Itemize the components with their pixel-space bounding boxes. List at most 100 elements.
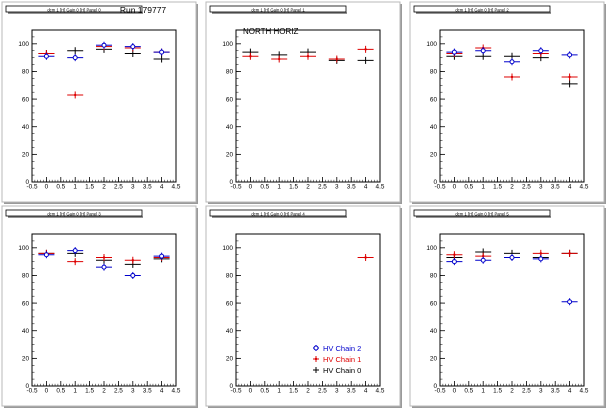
y-tick-label: 60: [430, 96, 438, 103]
x-tick-label: 1: [277, 388, 281, 395]
x-tick-label: 1: [277, 184, 281, 191]
chain2-point-marker: [159, 253, 165, 259]
y-tick-label: 80: [22, 273, 30, 280]
y-tick-label: 80: [22, 69, 30, 76]
pad-title-box: [5, 209, 143, 217]
x-tick-label: 0: [45, 184, 49, 191]
y-tick-label: 40: [22, 328, 30, 335]
chain1-point-marker: [278, 57, 281, 61]
pad-title-box: [209, 209, 347, 217]
pad-background: [205, 205, 401, 407]
chain2-point-marker: [538, 256, 544, 262]
x-tick-label: 1: [481, 388, 485, 395]
x-tick-label: -0.5: [434, 184, 445, 191]
chain1-point-marker: [568, 75, 571, 79]
x-tick-label: 4.5: [376, 184, 385, 191]
pad-3: dcm 1 [H] Gain 0 [H] Panel 3-0.5 0 0.5 1 1.5…: [1, 205, 198, 408]
pad-background: [1, 205, 197, 407]
x-tick-label: 4: [364, 184, 368, 191]
chain2-point-marker: [101, 42, 107, 48]
x-tick-label: 1.5: [289, 184, 298, 191]
x-tick-label: 3: [335, 184, 339, 191]
x-tick-label: 2: [306, 388, 310, 395]
chain1-point-marker: [510, 75, 514, 79]
chain1-point-marker: [335, 57, 338, 61]
y-tick-label: 100: [222, 245, 233, 252]
x-tick-label: 0: [453, 388, 457, 395]
pad-title-box: [209, 5, 347, 13]
y-tick-label: 60: [430, 300, 438, 307]
x-tick-label: 0: [453, 184, 457, 191]
pad-5: dcm 1 [H] Gain 0 [H] Panel 5-0.5 0 0.5 1 1.5…: [409, 205, 606, 408]
x-tick-label: 1.5: [493, 388, 502, 395]
chain1-point-marker: [102, 256, 106, 259]
pad-4: dcm 1 [H] Gain 0 [H] Panel 4-0.5 0 0.5 1 1.5…: [205, 205, 402, 408]
y-tick-label: 80: [226, 69, 234, 76]
y-tick-label: 60: [22, 300, 30, 307]
chain1-point-marker: [249, 55, 252, 58]
x-tick-label: 0.5: [464, 184, 473, 191]
pad-2: dcm 1 [H] Gain 0 [H] Panel 2-0.5 0 0.5 1 1.5…: [409, 1, 606, 204]
x-tick-label: 2.5: [318, 184, 327, 191]
pad-background: [409, 205, 605, 407]
x-tick-label: 4: [568, 184, 572, 191]
y-tick-label: 80: [226, 273, 234, 280]
x-tick-label: 1.5: [289, 388, 298, 395]
pad-title: dcm 1 [H] Gain 0 [H] Panel 1: [251, 7, 305, 12]
chain1-point-marker: [306, 55, 310, 58]
pad-title: dcm 1 [H] Gain 0 [H] Panel 2: [455, 7, 509, 12]
chain1-point-marker: [568, 252, 571, 255]
y-tick-label: 100: [18, 245, 29, 252]
legend-chain1-marker: [314, 357, 318, 361]
y-tick-label: 100: [18, 41, 29, 48]
pad-background: [409, 1, 605, 203]
x-tick-label: 1.5: [85, 388, 94, 395]
x-tick-label: 2.5: [318, 388, 327, 395]
y-tick-label: 20: [430, 152, 438, 159]
chain2-point-marker: [159, 49, 165, 55]
legend-chain0-label: HV Chain 0: [323, 366, 361, 375]
x-tick-label: 0: [249, 184, 253, 191]
pad-title-box: [413, 209, 551, 217]
pad-background: [1, 1, 197, 203]
x-tick-label: 0.5: [260, 184, 269, 191]
x-tick-label: 3: [131, 388, 135, 395]
x-tick-label: 1.5: [85, 184, 94, 191]
x-tick-label: 2.5: [522, 184, 531, 191]
chain2-point-marker: [451, 49, 457, 55]
x-tick-label: 3: [335, 388, 339, 395]
legend-chain2-marker: [313, 345, 319, 351]
x-tick-label: 4.5: [580, 184, 589, 191]
y-tick-label: 20: [226, 356, 234, 363]
x-tick-label: 3: [539, 388, 543, 395]
legend-chain2-label: HV Chain 2: [323, 344, 361, 353]
chain2-point-marker: [538, 48, 544, 54]
pad-title: dcm 1 [H] Gain 0 [H] Panel 4: [251, 211, 305, 216]
x-tick-label: 2: [102, 184, 106, 191]
chain2-point-marker: [130, 272, 136, 278]
x-tick-label: 4: [160, 184, 164, 191]
x-tick-label: 4.5: [172, 184, 181, 191]
chain2-point-marker: [72, 55, 78, 61]
y-tick-label: 80: [430, 69, 438, 76]
pad-annotation: NORTH HORIZ: [243, 27, 299, 36]
x-tick-label: 3.5: [347, 184, 356, 191]
pad-title-box: [5, 5, 143, 13]
x-tick-label: -0.5: [230, 184, 241, 191]
chain2-point-marker: [130, 44, 136, 50]
chain2-point-marker: [509, 254, 515, 260]
pad-title: dcm 1 [H] Gain 0 [H] Panel 5: [455, 211, 509, 216]
chain1-point-marker: [453, 253, 456, 256]
x-tick-label: 1: [73, 184, 77, 191]
x-tick-label: 0.5: [260, 388, 269, 395]
chain2-point-marker: [101, 264, 107, 270]
x-tick-label: 1: [73, 388, 77, 395]
x-tick-label: 1.5: [493, 184, 502, 191]
chain2-point-marker: [72, 248, 78, 254]
x-tick-label: 3.5: [143, 184, 152, 191]
chain1-point-marker: [74, 93, 77, 97]
chain1-point-marker: [131, 259, 134, 262]
x-tick-label: -0.5: [230, 388, 241, 395]
chain1-point-marker: [364, 256, 367, 259]
